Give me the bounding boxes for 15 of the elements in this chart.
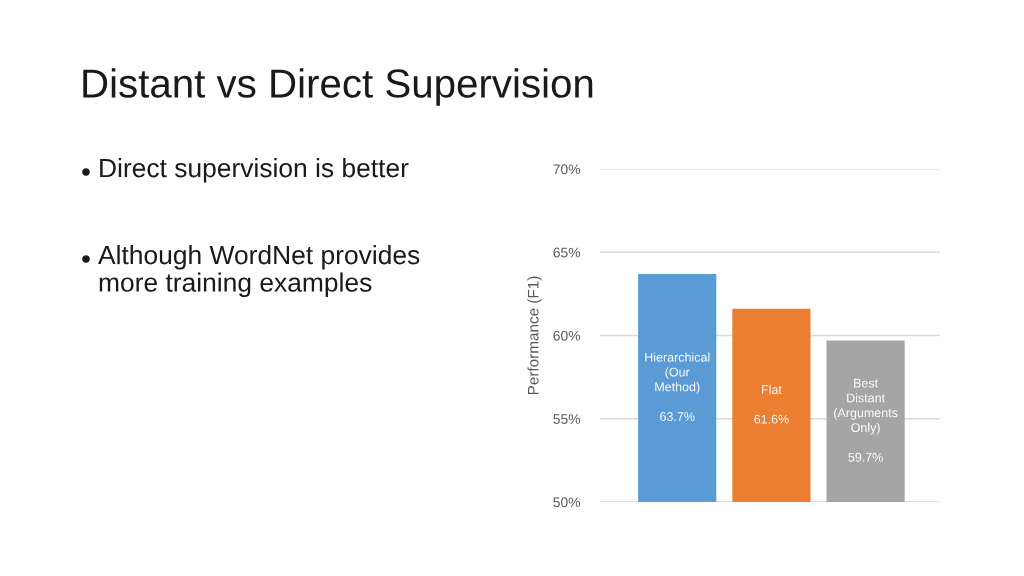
y-tick-label: 65% [553, 247, 581, 258]
y-tick-label: 55% [553, 414, 581, 424]
data-label: 63.7% [660, 412, 695, 421]
chart-title: Distant vs Direct Supervision [83, 68, 593, 106]
y-axis-title: Performance (F1) [527, 276, 542, 395]
data-label: 61.6% [754, 414, 789, 424]
text: Direct supervision is better [100, 158, 409, 183]
text: Although WordNet provides more training examples [98, 245, 420, 298]
data-label: 59.7% [848, 452, 883, 462]
x-tick-label: Hierarchical (Our Method) [645, 352, 710, 394]
y-tick-label: 70% [553, 164, 581, 175]
x-tick-label: Flat [762, 384, 782, 394]
x-tick-label: Best Distant (Arguments Only) [834, 378, 898, 435]
y-tick-label: 50% [553, 497, 581, 508]
y-tick-label: 60% [553, 330, 581, 341]
